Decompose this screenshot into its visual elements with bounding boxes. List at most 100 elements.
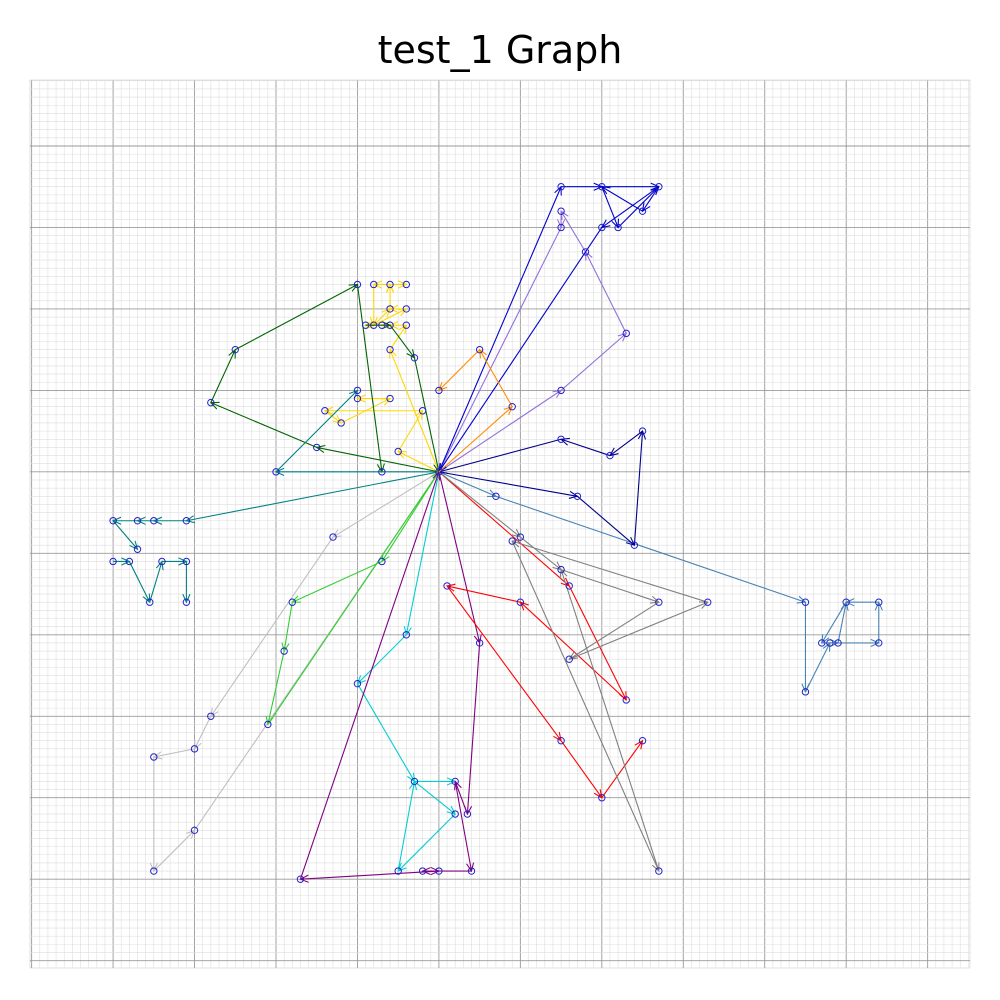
- graph-edge: [439, 227, 603, 471]
- graph-edge: [414, 781, 455, 814]
- graph-edge: [560, 569, 659, 603]
- plot-area: [29, 79, 971, 969]
- graph-node: [801, 598, 810, 606]
- graph-edge: [454, 781, 471, 871]
- graph-edge: [413, 357, 438, 472]
- graph-edge: [837, 602, 846, 644]
- graph-edge: [317, 447, 440, 473]
- graph-node: [231, 345, 239, 354]
- graph-edge: [610, 430, 643, 455]
- graph-node: [402, 321, 411, 329]
- graph-edge: [804, 643, 829, 693]
- graph-node: [133, 517, 142, 525]
- graph-edge: [438, 471, 569, 586]
- branch-darkgreen: [210, 284, 440, 473]
- graph-node: [606, 451, 614, 460]
- graph-edge: [112, 520, 137, 550]
- graph-node: [207, 712, 215, 720]
- graph-edge: [561, 570, 660, 872]
- graph-node: [150, 517, 158, 525]
- graph-node: [565, 655, 573, 663]
- graph-node: [598, 223, 606, 232]
- graph-node: [182, 517, 191, 525]
- graph-edge: [210, 350, 235, 403]
- graph-edge: [356, 683, 414, 782]
- graph-node: [280, 647, 288, 655]
- graph-edge: [373, 309, 390, 326]
- graph-node: [704, 598, 712, 606]
- graph-node: [313, 443, 321, 452]
- graph-node: [158, 557, 166, 566]
- graph-node: [435, 468, 443, 476]
- graph-edge: [211, 403, 317, 448]
- graph-node: [394, 867, 402, 875]
- graph-edge: [389, 325, 406, 350]
- graph-edge: [467, 642, 481, 814]
- graph-node: [557, 183, 565, 191]
- graph-edge: [586, 252, 627, 334]
- graph-node: [630, 541, 639, 549]
- graph-node: [818, 639, 826, 647]
- graph-edge: [617, 187, 659, 228]
- graph-node: [337, 419, 345, 427]
- graph-edge: [438, 407, 512, 473]
- graph-edge: [267, 472, 439, 725]
- graph-edge: [268, 650, 285, 724]
- branch-cyan: [356, 471, 456, 871]
- graph-node: [435, 867, 443, 875]
- graph-edge: [186, 471, 440, 521]
- graph-node: [190, 745, 199, 753]
- graph-edge: [149, 561, 162, 603]
- graph-node: [475, 639, 484, 647]
- graph-node: [361, 321, 370, 329]
- branch-purple: [300, 472, 479, 879]
- graph-node: [598, 794, 606, 802]
- branch-gray: [438, 471, 708, 872]
- graph-edge: [284, 602, 293, 651]
- graph-edge: [299, 472, 438, 880]
- graph-edge: [153, 830, 195, 872]
- graph-node: [386, 280, 394, 289]
- graph-node: [402, 280, 411, 289]
- graph-node: [622, 329, 630, 338]
- graph-node: [557, 386, 565, 395]
- graph-edge: [569, 601, 660, 659]
- branch-mediumpurple: [439, 211, 626, 472]
- graph-edge: [455, 781, 468, 815]
- graph-node: [573, 492, 582, 501]
- graph-edge: [438, 187, 561, 473]
- graph-node: [410, 777, 419, 786]
- graph-node: [834, 639, 842, 647]
- graph-node: [353, 280, 362, 289]
- branch-red: [438, 471, 643, 799]
- graph-node: [296, 875, 305, 883]
- graph-edge: [398, 813, 456, 871]
- graph-node: [386, 321, 394, 329]
- graph-edge: [438, 471, 480, 643]
- graph-edge: [561, 439, 611, 457]
- graph-edge: [300, 870, 439, 879]
- branch-navy: [439, 431, 643, 545]
- graph-node: [557, 737, 565, 745]
- chart-title: test_1 Graph: [377, 28, 623, 72]
- graph-edge: [447, 586, 521, 603]
- graph-node: [557, 565, 565, 574]
- graph-node: [801, 688, 810, 696]
- graph-node: [378, 557, 386, 566]
- graph-node: [614, 223, 622, 232]
- graph-edge: [389, 324, 414, 358]
- graph-edge: [397, 411, 422, 452]
- graph-node: [492, 492, 500, 501]
- graph-node: [557, 223, 565, 232]
- graph-node: [875, 639, 883, 647]
- graph-node: [133, 545, 142, 553]
- graph-edge: [633, 431, 642, 546]
- graph-node: [508, 402, 516, 411]
- nodes: [109, 183, 883, 883]
- graph-edge: [601, 741, 643, 799]
- graph-node: [581, 248, 590, 256]
- graph-node: [410, 354, 419, 362]
- graph-node: [402, 631, 411, 639]
- graph-node: [109, 517, 117, 525]
- branch-teal3: [113, 561, 186, 602]
